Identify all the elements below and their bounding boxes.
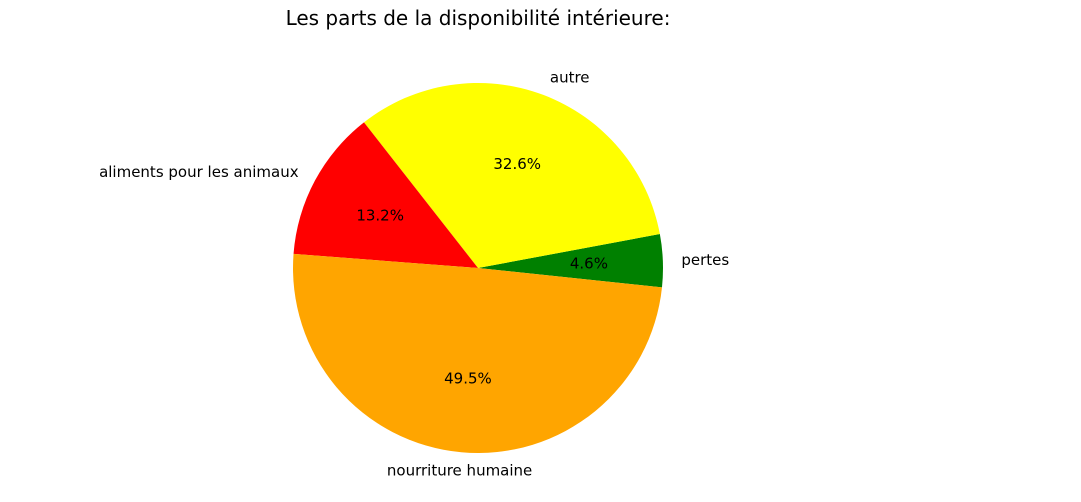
pie-slice-pertes [478,234,663,288]
pie-percent-labels: 4.6% 32.6% 13.2% 49.5% [356,155,608,387]
pie-slice-autre [363,83,660,268]
pie-percent-label: 32.6% [493,155,541,173]
pie-category-label: autre [550,69,590,87]
pie-slices [292,83,663,454]
pie-slice-nourriture-humaine [292,253,662,454]
pie-category-labels: pertes autre aliments pour les animaux nour… [99,69,729,480]
pie-percent-label: 49.5% [444,370,492,388]
pie-percent-label: 13.2% [356,207,404,225]
pie-category-label: pertes [681,251,729,269]
pie-slice-aliments-pour-les-animaux [293,122,478,268]
pie-category-label: nourriture humaine [387,462,532,480]
chart-title: Les parts de la disponibilité intérieure… [285,6,671,30]
pie-percent-label: 4.6% [570,255,608,273]
pie-category-label: aliments pour les animaux [99,163,299,181]
